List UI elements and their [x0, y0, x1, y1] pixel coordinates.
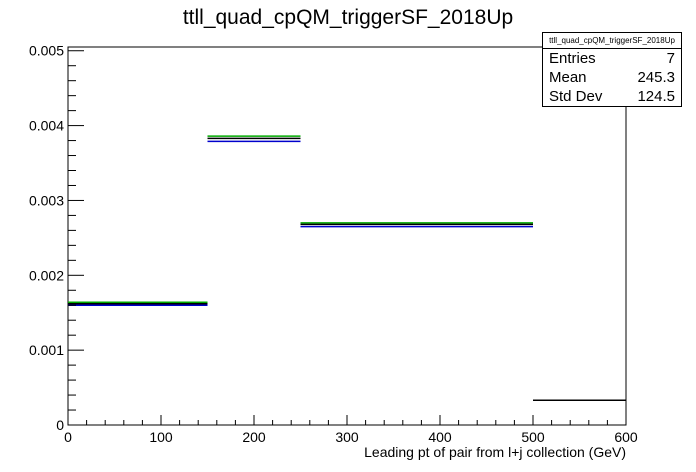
- y-tick-label: 0.004: [29, 118, 64, 134]
- y-tick-label: 0.003: [29, 192, 64, 208]
- stats-row-stddev: Std Dev 124.5: [543, 87, 681, 106]
- y-tick-label: 0.002: [29, 267, 64, 283]
- stats-value: 7: [666, 50, 675, 67]
- y-tick-label: 0: [56, 417, 64, 433]
- chart-title: ttll_quad_cpQM_triggerSF_2018Up: [183, 6, 513, 29]
- x-tick-label: 600: [614, 429, 638, 445]
- x-tick-label: 0: [64, 429, 72, 445]
- stats-row-mean: Mean 245.3: [543, 68, 681, 87]
- x-tick-label: 100: [149, 429, 173, 445]
- x-tick-label: 400: [428, 429, 452, 445]
- x-tick-label: 300: [335, 429, 359, 445]
- stats-value: 245.3: [637, 69, 675, 86]
- stats-label: Entries: [549, 50, 596, 67]
- stats-label: Std Dev: [549, 88, 603, 105]
- stats-label: Mean: [549, 69, 587, 86]
- stats-row-entries: Entries 7: [543, 49, 681, 68]
- y-tick-label: 0.001: [29, 342, 64, 358]
- x-axis-label: Leading pt of pair from l+j collection (…: [364, 444, 626, 460]
- stats-title: ttll_quad_cpQM_triggerSF_2018Up: [543, 33, 681, 49]
- series-layer: [68, 135, 626, 402]
- x-tick-label: 500: [521, 429, 545, 445]
- stats-value: 124.5: [637, 88, 675, 105]
- stats-box: ttll_quad_cpQM_triggerSF_2018Up Entries …: [542, 32, 682, 107]
- y-tick-label: 0.005: [29, 43, 64, 59]
- axes-layer: 0 100 200 300 400 500 600 0 0.001 0.002 0.003 0.004…: [29, 43, 638, 445]
- x-tick-label: 200: [242, 429, 266, 445]
